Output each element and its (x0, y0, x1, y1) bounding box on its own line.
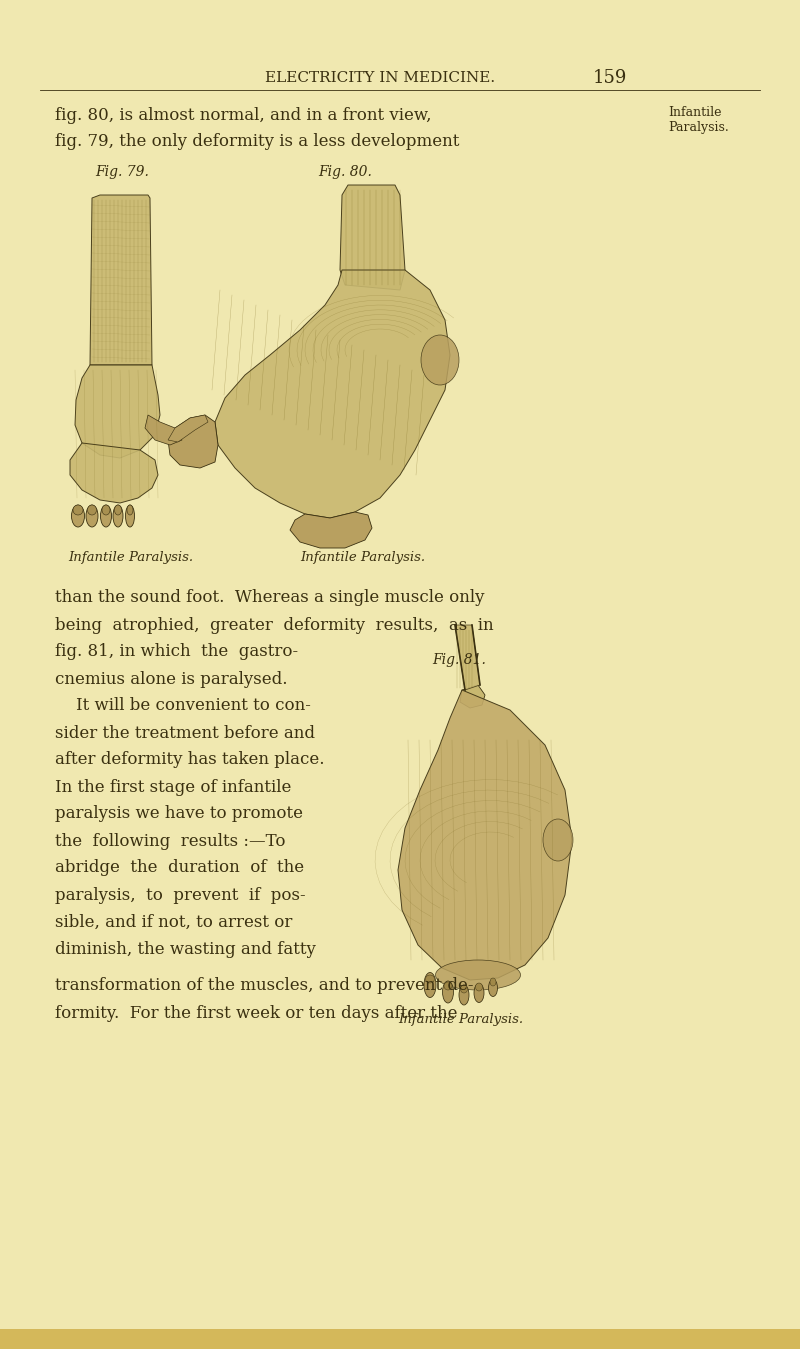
Text: formity.  For the first week or ten days after the: formity. For the first week or ten days … (55, 1005, 458, 1021)
Ellipse shape (459, 985, 469, 1005)
Ellipse shape (490, 978, 496, 986)
Ellipse shape (71, 505, 85, 527)
Ellipse shape (461, 985, 467, 993)
Text: paralysis we have to promote: paralysis we have to promote (55, 805, 303, 823)
Text: Infantile Paralysis.: Infantile Paralysis. (68, 552, 193, 564)
Text: after deformity has taken place.: after deformity has taken place. (55, 751, 325, 769)
Polygon shape (215, 270, 450, 518)
Text: being  atrophied,  greater  deformity  results,  as  in: being atrophied, greater deformity resul… (55, 616, 494, 634)
Text: Fig. 80.: Fig. 80. (318, 165, 372, 179)
Ellipse shape (126, 505, 134, 527)
Ellipse shape (424, 973, 436, 997)
Text: fig. 81, in which  the  gastro-: fig. 81, in which the gastro- (55, 643, 298, 661)
Text: Fig. 79.: Fig. 79. (95, 165, 149, 179)
Text: sider the treatment before and: sider the treatment before and (55, 724, 315, 742)
Ellipse shape (113, 505, 123, 527)
Text: transformation of the muscles, and to prevent de-: transformation of the muscles, and to pr… (55, 978, 474, 994)
Text: cnemius alone is paralysed.: cnemius alone is paralysed. (55, 670, 287, 688)
Bar (670, 1329, 800, 1349)
Polygon shape (70, 442, 158, 503)
Ellipse shape (127, 505, 133, 515)
Polygon shape (75, 366, 160, 459)
Ellipse shape (444, 982, 452, 990)
Ellipse shape (73, 505, 83, 515)
Ellipse shape (489, 979, 498, 997)
Text: Paralysis.: Paralysis. (668, 121, 729, 135)
Ellipse shape (86, 505, 98, 527)
Polygon shape (460, 685, 485, 708)
Text: Fig. 81.: Fig. 81. (432, 653, 486, 666)
Text: 159: 159 (593, 69, 627, 86)
Polygon shape (290, 513, 372, 548)
Text: fig. 80, is almost normal, and in a front view,: fig. 80, is almost normal, and in a fron… (55, 107, 431, 124)
Text: than the sound foot.  Whereas a single muscle only: than the sound foot. Whereas a single mu… (55, 590, 485, 607)
Text: Infantile Paralysis.: Infantile Paralysis. (300, 552, 425, 564)
Ellipse shape (426, 975, 434, 983)
Bar (0, 1329, 800, 1349)
Polygon shape (145, 415, 182, 445)
Polygon shape (90, 196, 152, 366)
Ellipse shape (102, 505, 110, 515)
Ellipse shape (435, 960, 521, 990)
Text: In the first stage of infantile: In the first stage of infantile (55, 778, 291, 796)
Polygon shape (455, 625, 480, 689)
Polygon shape (340, 185, 405, 290)
Polygon shape (398, 689, 572, 979)
Ellipse shape (101, 505, 111, 527)
Text: abridge  the  duration  of  the: abridge the duration of the (55, 859, 304, 877)
Text: paralysis,  to  prevent  if  pos-: paralysis, to prevent if pos- (55, 886, 306, 904)
Bar (268, 1329, 402, 1349)
Bar (0, 1329, 134, 1349)
Text: sible, and if not, to arrest or: sible, and if not, to arrest or (55, 913, 292, 931)
Text: fig. 79, the only deformity is a less development: fig. 79, the only deformity is a less de… (55, 134, 459, 151)
Polygon shape (168, 415, 208, 442)
Ellipse shape (543, 819, 573, 861)
Bar (134, 1329, 268, 1349)
Ellipse shape (87, 505, 97, 515)
Text: diminish, the wasting and fatty: diminish, the wasting and fatty (55, 940, 316, 958)
Text: It will be convenient to con-: It will be convenient to con- (55, 697, 311, 715)
Polygon shape (168, 415, 218, 468)
Bar (536, 1329, 670, 1349)
Text: Infantile: Infantile (668, 105, 722, 119)
Ellipse shape (442, 981, 454, 1004)
Text: Infantile Paralysis.: Infantile Paralysis. (398, 1013, 523, 1027)
Bar (402, 1329, 536, 1349)
Ellipse shape (114, 505, 122, 515)
Text: the  following  results :—To: the following results :—To (55, 832, 286, 850)
Ellipse shape (421, 335, 459, 384)
Ellipse shape (475, 983, 482, 992)
Ellipse shape (474, 983, 484, 1002)
Text: ELECTRICITY IN MEDICINE.: ELECTRICITY IN MEDICINE. (265, 71, 495, 85)
